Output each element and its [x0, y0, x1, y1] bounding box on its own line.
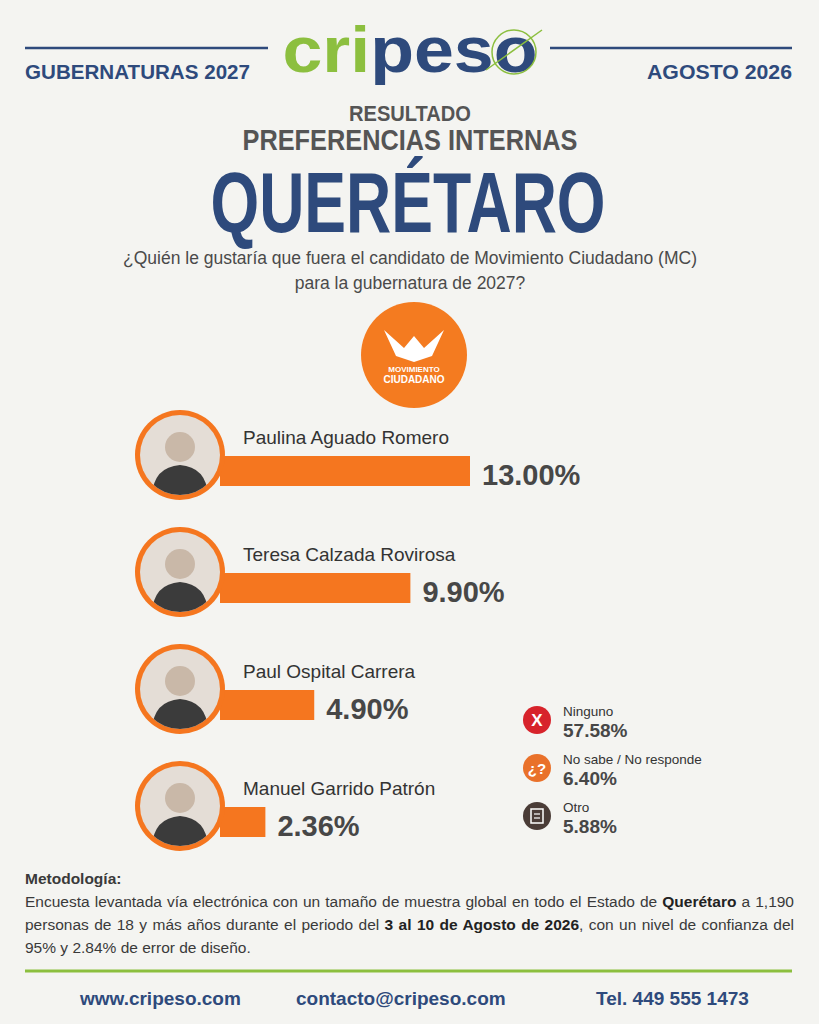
svg-text:Paulina Aguado Romero: Paulina Aguado Romero: [243, 427, 449, 448]
svg-text:para la gubernatura de 2027?: para la gubernatura de 2027?: [295, 273, 526, 293]
svg-text:Ninguno: Ninguno: [563, 704, 613, 719]
svg-text:CIUDADANO: CIUDADANO: [383, 374, 444, 385]
svg-text:6.40%: 6.40%: [563, 768, 617, 789]
svg-text:5.88%: 5.88%: [563, 816, 617, 837]
svg-text:contacto@cripeso.com: contacto@cripeso.com: [296, 988, 506, 1009]
svg-text:2.36%: 2.36%: [277, 810, 359, 842]
svg-text:AGOSTO 2026: AGOSTO 2026: [647, 61, 792, 83]
svg-text:X: X: [531, 711, 543, 730]
svg-text:Paul Ospital Carrera: Paul Ospital Carrera: [243, 661, 416, 682]
svg-text:57.58%: 57.58%: [563, 720, 628, 741]
svg-text:Otro: Otro: [563, 800, 589, 815]
svg-text:Tel. 449 555 1473: Tel. 449 555 1473: [596, 988, 749, 1009]
html-text:Encuesta levantada vía electró: Encuesta levantada vía electrónica con u…: [25, 893, 794, 956]
svg-text:4.90%: 4.90%: [326, 693, 408, 725]
svg-text:RESULTADO: RESULTADO: [349, 101, 471, 126]
svg-text:QUERÉTARO: QUERÉTARO: [211, 154, 606, 250]
html-text:Metodología:: Metodología:: [25, 870, 122, 887]
svg-text:¿Quién le gustaría que fuera e: ¿Quién le gustaría que fuera el candidat…: [123, 248, 697, 268]
svg-text:13.00%: 13.00%: [482, 459, 581, 491]
svg-text:cripeso: cripeso: [283, 14, 538, 86]
svg-text:www.cripeso.com: www.cripeso.com: [79, 988, 241, 1009]
svg-text:GUBERNATURAS 2027: GUBERNATURAS 2027: [25, 61, 250, 83]
svg-text:9.90%: 9.90%: [422, 576, 504, 608]
svg-text:¿?: ¿?: [528, 760, 546, 777]
svg-text:No sabe / No responde: No sabe / No responde: [563, 752, 702, 767]
svg-text:Manuel Garrido Patrón: Manuel Garrido Patrón: [243, 778, 435, 799]
svg-text:Teresa Calzada Rovirosa: Teresa Calzada Rovirosa: [243, 544, 456, 565]
svg-text:PREFERENCIAS INTERNAS: PREFERENCIAS INTERNAS: [243, 124, 578, 156]
svg-text:MOVIMIENTO: MOVIMIENTO: [388, 365, 439, 374]
